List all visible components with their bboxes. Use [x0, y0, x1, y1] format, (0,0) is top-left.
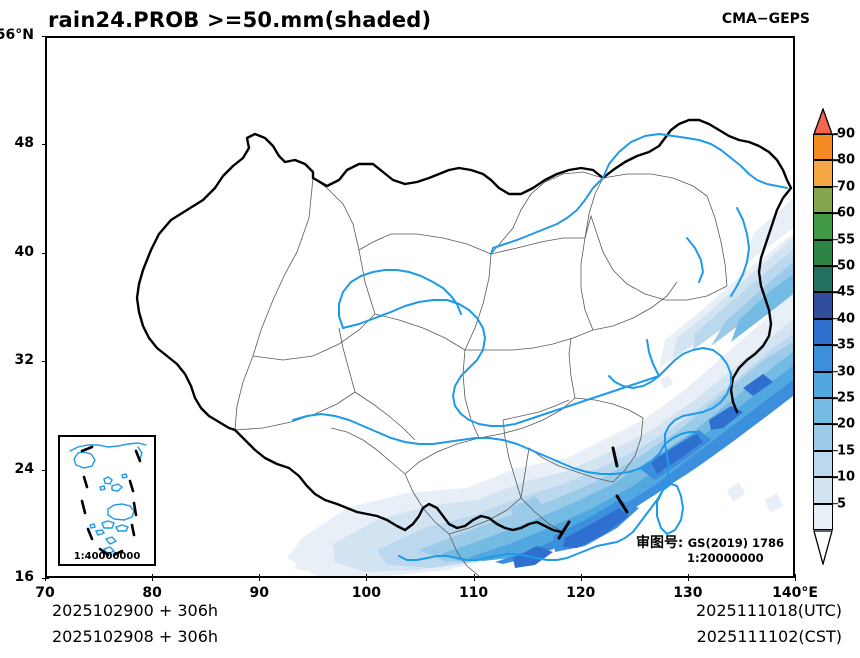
- stamp-colon: :: [678, 536, 684, 551]
- colorbar-tick-mark: [833, 318, 838, 320]
- page-title: rain24.PROB >=50.mm(shaded): [48, 8, 432, 32]
- map-approval-stamp: 审图号: GS(2019) 1786 1:20000000: [636, 535, 784, 565]
- national-boundary-layer: [135, 118, 793, 534]
- west-border-path: [135, 268, 237, 432]
- colorbar-tick-label: 40: [837, 311, 856, 327]
- colorbar-tick-mark: [833, 370, 838, 373]
- map-canvas: [135, 118, 793, 576]
- colorbar-tick-label: 50: [837, 258, 856, 274]
- colorbar-segment[interactable]: [813, 345, 833, 372]
- footer-left-line-1: 2025102900 + 306h: [52, 601, 219, 620]
- x-tick-mark: [259, 574, 261, 581]
- colorbar-segment[interactable]: [813, 186, 833, 214]
- y-tick-label: 32: [14, 352, 34, 369]
- colorbar-tick-mark: [833, 291, 838, 294]
- colorbar-tick-label: 30: [837, 364, 856, 380]
- x-tick-label: 130: [673, 585, 703, 601]
- colorbar-tick-label: 90: [837, 126, 856, 142]
- colorbar[interactable]: 90 80 70 60 55 50 45 40 35 30 25 20 15 10 5: [813, 108, 855, 565]
- colorbar-tick-label: 80: [837, 152, 856, 168]
- colorbar-tick-mark: [833, 265, 838, 267]
- nine-dash-line-layer: [557, 446, 629, 540]
- colorbar-tick-mark: [833, 212, 838, 214]
- colorbar-tick-label: 10: [837, 469, 856, 485]
- colorbar-segment[interactable]: [813, 318, 833, 346]
- model-label: CMA−GEPS: [721, 11, 810, 27]
- x-axis: 70 80 90 100 110 120 130 140°E: [35, 574, 818, 601]
- footer-right-line-2: 2025111102(CST): [696, 627, 842, 646]
- province-boundaries-layer: [234, 171, 728, 576]
- colorbar-tick-label: 55: [837, 232, 856, 248]
- x-tick-mark: [45, 574, 46, 581]
- colorbar-segment[interactable]: [813, 477, 833, 504]
- x-tick-mark: [473, 574, 475, 581]
- colorbar-segment[interactable]: [813, 160, 833, 187]
- colorbar-segment[interactable]: [813, 213, 833, 240]
- colorbar-tick-mark: [833, 159, 838, 162]
- colorbar-segment[interactable]: [813, 266, 833, 293]
- footer-left-line-2: 2025102908 + 306h: [52, 627, 219, 646]
- precip-shading-layer: [287, 198, 793, 576]
- inset-map-south-china-sea[interactable]: 1:40000000: [58, 435, 156, 566]
- colorbar-top-arrow: [813, 108, 833, 135]
- x-tick-label: 110: [458, 585, 489, 601]
- colorbar-segment[interactable]: [813, 239, 833, 266]
- colorbar-tick-label: 5: [837, 496, 847, 512]
- x-tick-label: 90: [249, 585, 270, 601]
- x-tick-mark: [687, 574, 689, 581]
- hydrography-layer: [292, 133, 788, 561]
- colorbar-bottom-arrow: [813, 530, 833, 565]
- colorbar-tick-label: 60: [837, 205, 856, 221]
- colorbar-tick-mark: [833, 344, 838, 346]
- y-tick-label: 24: [14, 460, 34, 477]
- south-border-path: [403, 502, 563, 534]
- y-tick-label: 48: [14, 135, 34, 152]
- x-tick-mark: [580, 574, 582, 581]
- colorbar-tick-label: 15: [837, 443, 856, 459]
- footer-right-line-1: 2025111018(UTC): [696, 601, 842, 620]
- inset-scale-label: 1:40000000: [73, 551, 141, 562]
- x-tick-label: 70: [35, 585, 55, 601]
- colorbar-segment[interactable]: [813, 503, 833, 530]
- y-tick-label: 16: [14, 569, 34, 585]
- colorbar-tick-label: 45: [837, 284, 856, 300]
- colorbar-tick-mark: [833, 423, 838, 426]
- colorbar-tick-mark: [833, 186, 838, 188]
- colorbar-tick-mark: [833, 476, 838, 478]
- colorbar-segment[interactable]: [813, 371, 833, 398]
- y-tick-label: 56°N: [0, 27, 34, 43]
- colorbar-segment[interactable]: [813, 292, 833, 319]
- colorbar-tick-mark: [833, 133, 838, 135]
- colorbar-segment[interactable]: [813, 424, 833, 451]
- colorbar-segment[interactable]: [813, 450, 833, 478]
- colorbar-tick-mark: [833, 502, 838, 505]
- x-tick-label: 100: [351, 585, 382, 601]
- x-tick-label: 80: [142, 585, 162, 601]
- colorbar-segment[interactable]: [813, 398, 833, 425]
- map-panel[interactable]: 1:40000000 审图号: GS(2019) 1786 1:20000000: [45, 36, 795, 578]
- colorbar-tick-mark: [833, 238, 838, 241]
- colorbar-tick-mark: [833, 397, 838, 399]
- colorbar-tick-label: 20: [837, 416, 856, 432]
- colorbar-segment[interactable]: [813, 134, 833, 161]
- colorbar-tick-label: 35: [837, 337, 856, 353]
- colorbar-tick-label: 25: [837, 390, 856, 406]
- x-tick-mark: [152, 574, 154, 581]
- stamp-scale: 1:20000000: [687, 550, 764, 565]
- colorbar-tick-label: 70: [837, 179, 856, 195]
- x-tick-mark: [366, 574, 368, 581]
- y-axis: 56°N 48 40 32 24 16: [0, 27, 49, 585]
- x-tick-mark: [795, 574, 796, 581]
- x-tick-label: 120: [566, 585, 596, 601]
- stamp-number: GS(2019) 1786: [687, 536, 784, 550]
- north-border-path: [141, 118, 793, 272]
- y-tick-label: 40: [14, 243, 34, 260]
- northeast-border-path: [729, 186, 793, 414]
- inset-map-canvas: [69, 442, 147, 557]
- stamp-label-cn: 审图号: [636, 535, 678, 551]
- colorbar-tick-mark: [833, 450, 838, 452]
- southwest-border-path: [233, 428, 407, 532]
- x-tick-label: 140°E: [772, 585, 818, 601]
